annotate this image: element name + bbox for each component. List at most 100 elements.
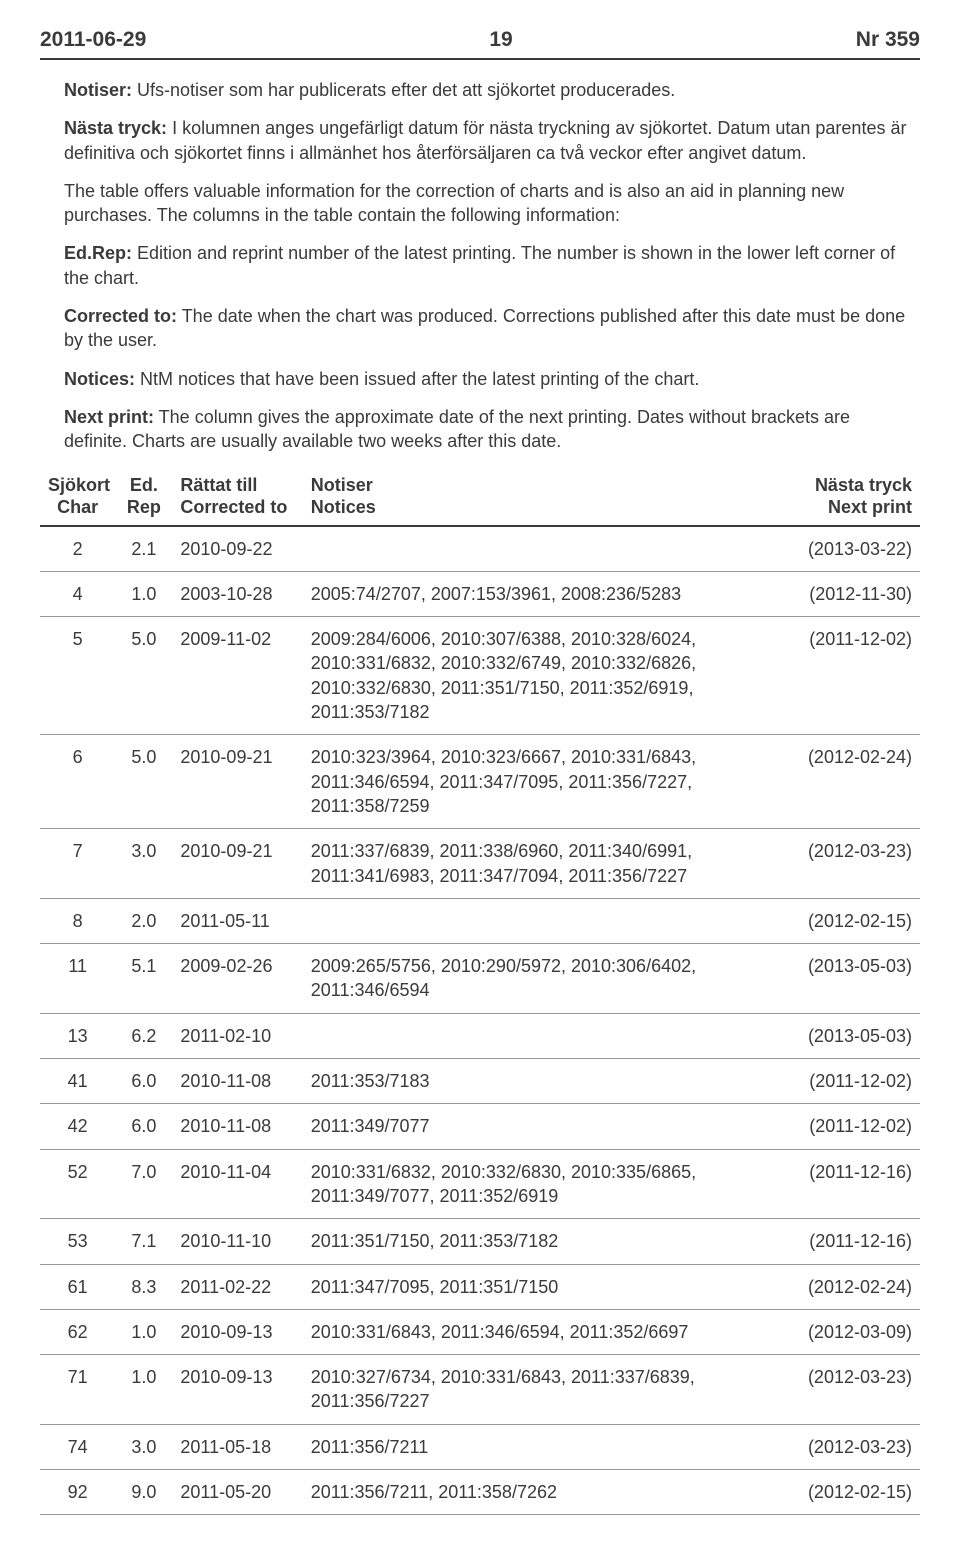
table-row: 416.02010-11-082011:353/7183(2011-12-02)	[40, 1059, 920, 1104]
table-row: 537.12010-11-102011:351/7150, 2011:353/7…	[40, 1219, 920, 1264]
cell-ed: 5.0	[115, 617, 172, 735]
cell-nextprint: (2011-12-16)	[790, 1149, 920, 1219]
label-nextprint: Next print:	[64, 407, 154, 427]
cell-corrected: 2009-11-02	[172, 617, 302, 735]
para-edrep: Ed.Rep: Edition and reprint number of th…	[64, 241, 910, 290]
para-notiser: Notiser: Ufs-notiser som har publicerats…	[64, 78, 910, 102]
cell-corrected: 2011-02-10	[172, 1013, 302, 1058]
table-row: 621.02010-09-132010:331/6843, 2011:346/6…	[40, 1309, 920, 1354]
cell-chart: 71	[40, 1355, 115, 1425]
cell-nextprint: (2012-02-15)	[790, 1469, 920, 1514]
cell-notices: 2011:351/7150, 2011:353/7182	[303, 1219, 790, 1264]
col-corrected-l2: Corrected to	[180, 497, 287, 517]
col-nextprint-l2: Next print	[828, 497, 912, 517]
cell-chart: 4	[40, 571, 115, 616]
cell-corrected: 2003-10-28	[172, 571, 302, 616]
col-ed-l2: Rep	[127, 497, 161, 517]
table-row: 41.02003-10-282005:74/2707, 2007:153/396…	[40, 571, 920, 616]
cell-corrected: 2011-05-20	[172, 1469, 302, 1514]
cell-ed: 2.0	[115, 898, 172, 943]
cell-notices: 2011:356/7211	[303, 1424, 790, 1469]
cell-corrected: 2010-11-10	[172, 1219, 302, 1264]
cell-chart: 7	[40, 829, 115, 899]
table-row: 527.02010-11-042010:331/6832, 2010:332/6…	[40, 1149, 920, 1219]
cell-notices: 2005:74/2707, 2007:153/3961, 2008:236/52…	[303, 571, 790, 616]
cell-corrected: 2010-09-13	[172, 1355, 302, 1425]
table-row: 743.02011-05-182011:356/7211(2012-03-23)	[40, 1424, 920, 1469]
cell-chart: 13	[40, 1013, 115, 1058]
col-ed: Ed. Rep	[115, 468, 172, 526]
cell-nextprint: (2012-03-23)	[790, 829, 920, 899]
cell-corrected: 2010-09-22	[172, 526, 302, 572]
cell-chart: 53	[40, 1219, 115, 1264]
label-notiser: Notiser:	[64, 80, 132, 100]
cell-nextprint: (2012-03-23)	[790, 1355, 920, 1425]
cell-chart: 74	[40, 1424, 115, 1469]
label-nasta-tryck: Nästa tryck:	[64, 118, 167, 138]
cell-nextprint: (2011-12-16)	[790, 1219, 920, 1264]
cell-notices	[303, 1013, 790, 1058]
cell-nextprint: (2013-03-22)	[790, 526, 920, 572]
text-table-desc: The table offers valuable information fo…	[64, 181, 844, 225]
label-notices: Notices:	[64, 369, 135, 389]
text-nextprint: The column gives the approximate date of…	[64, 407, 850, 451]
col-notices-l2: Notices	[311, 497, 376, 517]
header-page-number: 19	[489, 28, 512, 52]
cell-notices: 2009:284/6006, 2010:307/6388, 2010:328/6…	[303, 617, 790, 735]
cell-ed: 5.0	[115, 735, 172, 829]
cell-nextprint: (2011-12-02)	[790, 1104, 920, 1149]
col-nextprint-l1: Nästa tryck	[815, 475, 912, 495]
para-corrected: Corrected to: The date when the chart wa…	[64, 304, 910, 353]
cell-corrected: 2011-05-18	[172, 1424, 302, 1469]
text-nasta-tryck: I kolumnen anges ungefärligt datum för n…	[64, 118, 906, 162]
cell-nextprint: (2012-02-24)	[790, 1264, 920, 1309]
para-notices: Notices: NtM notices that have been issu…	[64, 367, 910, 391]
cell-ed: 1.0	[115, 571, 172, 616]
cell-corrected: 2010-09-13	[172, 1309, 302, 1354]
cell-chart: 8	[40, 898, 115, 943]
document-page: 2011-06-29 19 Nr 359 Notiser: Ufs-notise…	[0, 0, 960, 1555]
text-corrected: The date when the chart was produced. Co…	[64, 306, 905, 350]
cell-chart: 41	[40, 1059, 115, 1104]
cell-ed: 5.1	[115, 944, 172, 1014]
cell-chart: 42	[40, 1104, 115, 1149]
cell-chart: 5	[40, 617, 115, 735]
col-corrected-l1: Rättat till	[180, 475, 257, 495]
col-ed-l1: Ed.	[130, 475, 158, 495]
cell-ed: 7.0	[115, 1149, 172, 1219]
text-notices: NtM notices that have been issued after …	[135, 369, 699, 389]
cell-nextprint: (2012-03-09)	[790, 1309, 920, 1354]
cell-nextprint: (2012-03-23)	[790, 1424, 920, 1469]
cell-ed: 6.0	[115, 1104, 172, 1149]
cell-ed: 1.0	[115, 1355, 172, 1425]
text-edrep: Edition and reprint number of the latest…	[64, 243, 895, 287]
label-corrected: Corrected to:	[64, 306, 177, 326]
cell-corrected: 2010-11-08	[172, 1104, 302, 1149]
table-row: 22.12010-09-22 (2013-03-22)	[40, 526, 920, 572]
col-chart-l2: Char	[57, 497, 98, 517]
cell-nextprint: (2013-05-03)	[790, 944, 920, 1014]
col-chart: Sjökort Char	[40, 468, 115, 526]
cell-notices: 2010:331/6832, 2010:332/6830, 2010:335/6…	[303, 1149, 790, 1219]
cell-notices: 2010:323/3964, 2010:323/6667, 2010:331/6…	[303, 735, 790, 829]
table-row: 136.22011-02-10 (2013-05-03)	[40, 1013, 920, 1058]
col-nextprint: Nästa tryck Next print	[790, 468, 920, 526]
cell-notices: 2011:347/7095, 2011:351/7150	[303, 1264, 790, 1309]
table-row: 929.02011-05-202011:356/7211, 2011:358/7…	[40, 1469, 920, 1514]
header-issue: Nr 359	[856, 28, 920, 52]
cell-corrected: 2011-05-11	[172, 898, 302, 943]
cell-chart: 11	[40, 944, 115, 1014]
cell-ed: 6.2	[115, 1013, 172, 1058]
cell-notices: 2011:356/7211, 2011:358/7262	[303, 1469, 790, 1514]
label-edrep: Ed.Rep:	[64, 243, 132, 263]
cell-nextprint: (2013-05-03)	[790, 1013, 920, 1058]
header-date: 2011-06-29	[40, 28, 146, 52]
cell-ed: 2.1	[115, 526, 172, 572]
cell-ed: 3.0	[115, 1424, 172, 1469]
col-notices-l1: Notiser	[311, 475, 373, 495]
col-chart-l1: Sjökort	[48, 475, 110, 495]
cell-notices: 2010:327/6734, 2010:331/6843, 2011:337/6…	[303, 1355, 790, 1425]
cell-chart: 2	[40, 526, 115, 572]
cell-corrected: 2010-09-21	[172, 735, 302, 829]
table-body: 22.12010-09-22(2013-03-22)41.02003-10-28…	[40, 526, 920, 1515]
